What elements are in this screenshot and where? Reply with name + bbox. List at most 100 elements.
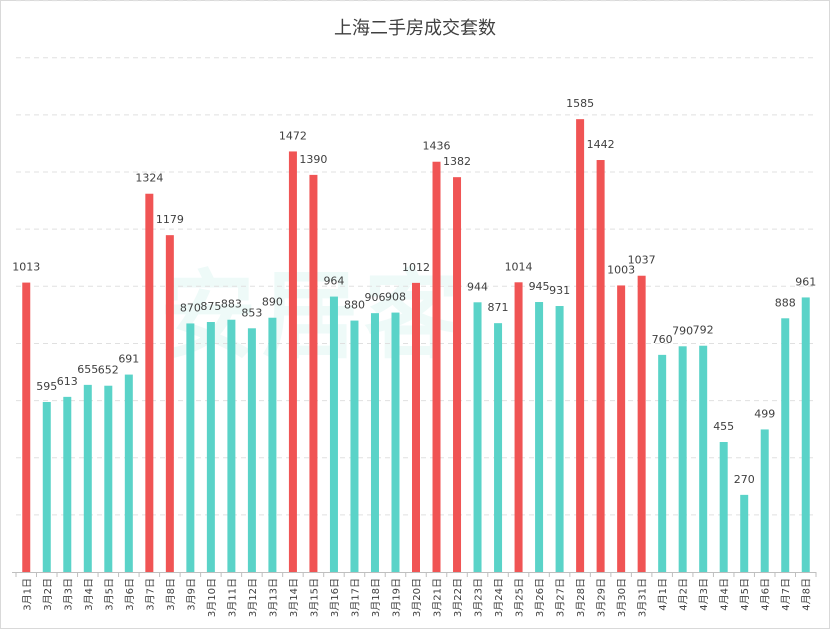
data-label: 595 [36, 380, 57, 393]
data-label: 961 [795, 275, 816, 288]
x-tick-label: 3月12日 [247, 578, 259, 617]
x-tick-label: 3月29日 [596, 578, 608, 617]
x-tick-label: 4月1日 [657, 578, 669, 611]
x-tick-label: 3月31日 [637, 578, 649, 617]
data-label: 1382 [443, 155, 471, 168]
x-tick-label: 4月7日 [780, 578, 792, 611]
bar [658, 354, 667, 572]
data-label: 652 [98, 364, 119, 377]
x-tick-label: 4月3日 [698, 578, 710, 611]
data-label: 1436 [423, 140, 451, 153]
bar [637, 275, 646, 572]
chart-title: 上海二手房成交套数 [334, 18, 496, 39]
x-tick-label: 3月25日 [514, 578, 526, 617]
x-tick-label: 4月5日 [739, 578, 751, 611]
x-tick-label: 3月8日 [165, 578, 177, 611]
bar [227, 319, 236, 572]
x-tick-label: 3月30日 [616, 578, 628, 617]
bar [514, 282, 523, 572]
data-label: 880 [344, 299, 365, 312]
x-tick-label: 3月21日 [432, 578, 444, 617]
data-label: 1585 [566, 97, 594, 110]
x-tick-label: 3月4日 [83, 578, 95, 611]
bar [555, 306, 564, 572]
data-label: 760 [652, 333, 673, 346]
x-tick-label: 4月8日 [801, 578, 813, 611]
data-label: 871 [488, 301, 509, 314]
x-tick-label: 3月24日 [493, 578, 505, 617]
data-label: 270 [734, 473, 755, 486]
x-tick-label: 3月20日 [411, 578, 423, 617]
data-label: 931 [549, 284, 570, 297]
bar [494, 323, 503, 572]
bar [63, 396, 72, 572]
x-tick-label: 3月28日 [575, 578, 587, 617]
bar [576, 119, 585, 572]
bar [760, 429, 769, 572]
bar [412, 282, 420, 572]
bar [596, 160, 605, 572]
data-label: 1324 [135, 172, 163, 185]
bar [801, 297, 810, 572]
x-tick-label: 3月7日 [144, 578, 156, 611]
bar [432, 161, 441, 572]
bar [699, 345, 708, 572]
bar [329, 296, 338, 572]
data-label: 888 [775, 296, 796, 309]
data-label: 883 [221, 298, 242, 311]
x-tick-label: 3月10日 [206, 578, 218, 617]
bar [535, 302, 544, 572]
data-label: 908 [385, 291, 406, 304]
data-label: 945 [529, 280, 550, 293]
bar [83, 384, 92, 572]
x-tick-label: 3月27日 [555, 578, 567, 617]
x-tick-label: 3月22日 [452, 578, 464, 617]
bar [391, 312, 400, 572]
data-label: 1179 [156, 213, 184, 226]
bar [678, 346, 687, 572]
x-tick-label: 3月17日 [349, 578, 361, 617]
x-tick-label: 3月2日 [42, 578, 54, 611]
bar [781, 318, 790, 572]
data-label: 870 [180, 301, 201, 314]
data-label: 875 [200, 300, 221, 313]
bar [288, 151, 297, 573]
bar [453, 177, 462, 572]
x-tick-label: 3月18日 [370, 578, 382, 617]
data-label: 1442 [587, 138, 615, 151]
bar [350, 320, 359, 572]
data-label: 944 [467, 280, 488, 293]
data-label: 853 [241, 306, 262, 319]
x-tick-label: 3月16日 [329, 578, 341, 617]
x-tick-label: 4月6日 [760, 578, 772, 611]
data-label: 613 [57, 375, 78, 388]
bar [104, 385, 113, 572]
x-tick-label: 3月15日 [308, 578, 320, 617]
bar [124, 374, 133, 572]
x-tick-label: 4月4日 [719, 578, 731, 611]
bar [370, 313, 379, 572]
bar [165, 235, 174, 572]
data-label: 499 [754, 407, 775, 420]
x-tick-label: 3月14日 [288, 578, 300, 617]
x-tick-label: 3月23日 [473, 578, 485, 617]
x-tick-label: 3月9日 [185, 578, 197, 611]
x-tick-label: 3月13日 [267, 578, 279, 617]
bar [309, 174, 318, 572]
data-label: 1013 [12, 261, 40, 274]
data-label: 1390 [299, 153, 327, 166]
data-label: 455 [713, 420, 734, 433]
data-label: 906 [364, 291, 385, 304]
data-label: 964 [323, 275, 344, 288]
bar [22, 282, 31, 572]
data-label: 1012 [402, 261, 430, 274]
bar [473, 302, 482, 572]
data-label: 655 [77, 363, 98, 376]
data-label: 691 [118, 353, 139, 366]
data-label: 1037 [628, 254, 656, 267]
x-tick-label: 3月1日 [21, 578, 33, 611]
bar [206, 322, 215, 572]
data-label: 890 [262, 296, 283, 309]
x-tick-label: 3月11日 [226, 578, 238, 617]
